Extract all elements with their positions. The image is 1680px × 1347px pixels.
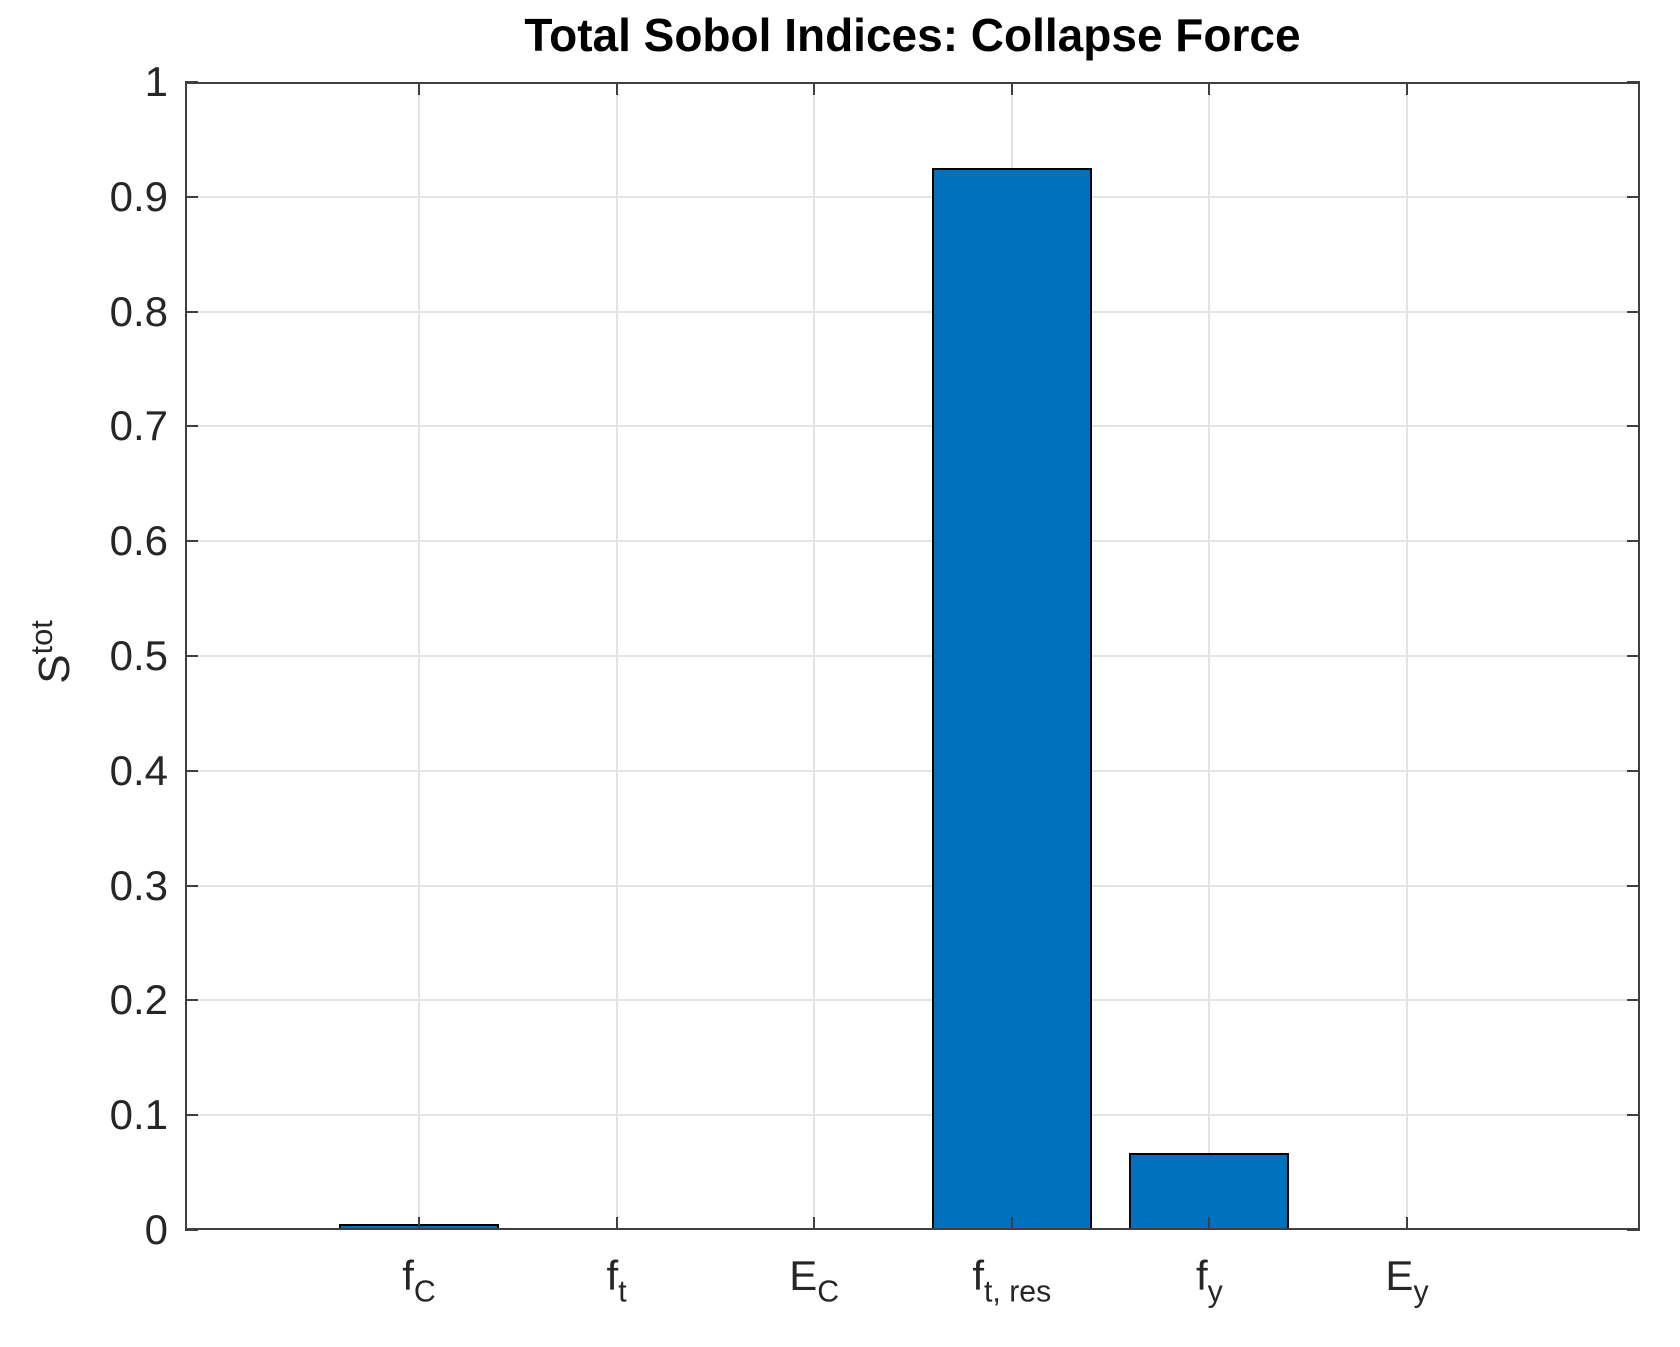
x-tick-label: ft (457, 1252, 777, 1309)
axis-frame-right (1638, 82, 1640, 1230)
x-tick-top (1406, 82, 1408, 95)
y-tick-left (185, 540, 198, 543)
gridline-horizontal (185, 1114, 1640, 1117)
x-tick-top (1010, 82, 1013, 95)
x-tick-bottom (1406, 1217, 1408, 1230)
gridline-horizontal (185, 425, 1640, 428)
y-tick-left (185, 425, 198, 428)
x-tick-label: EC (654, 1252, 974, 1309)
gridline-horizontal (185, 310, 1640, 313)
y-tick-left (185, 310, 198, 313)
x-tick-bottom (615, 1217, 618, 1230)
y-tick-right (1627, 1114, 1640, 1117)
x-tick-label-base: E (789, 1252, 818, 1299)
y-tick-label: 0.3 (109, 861, 168, 909)
chart-title: Total Sobol Indices: Collapse Force (524, 9, 1301, 61)
axis-frame-bottom (185, 1228, 1640, 1230)
axis-frame-left (185, 82, 187, 1230)
y-tick-right (1627, 310, 1640, 313)
x-tick-label-base: f (972, 1252, 985, 1299)
gridline-vertical (813, 82, 816, 1230)
bar (931, 168, 1092, 1230)
x-tick-bottom (418, 1217, 420, 1230)
x-tick-label-subscript: y (1207, 1275, 1223, 1309)
x-tick-top (1208, 82, 1211, 95)
y-tick-right (1627, 655, 1640, 657)
x-tick-label-base: E (1385, 1252, 1414, 1299)
y-tick-left (185, 1229, 198, 1231)
x-tick-bottom (1010, 1217, 1013, 1230)
y-tick-label: 0.4 (109, 746, 168, 794)
y-tick-label: 1 (144, 58, 168, 105)
x-tick-label: fC (259, 1252, 579, 1309)
x-tick-bottom (1208, 1217, 1211, 1230)
gridline-horizontal (185, 655, 1640, 657)
y-tick-right (1627, 195, 1640, 198)
y-tick-left (185, 655, 198, 657)
x-tick-top (615, 82, 618, 95)
y-tick-left (185, 999, 198, 1002)
gridline-vertical (1208, 82, 1211, 1230)
y-tick-right (1627, 1229, 1640, 1231)
y-tick-label: 0.7 (109, 402, 168, 450)
x-tick-label-subscript: C (413, 1275, 436, 1309)
plot-area (185, 81, 1640, 1231)
gridline-horizontal (185, 884, 1640, 887)
y-tick-left (185, 769, 198, 772)
x-tick-label-subscript: C (817, 1275, 840, 1309)
gridline-horizontal (185, 769, 1640, 772)
x-tick-label: fy (1049, 1252, 1369, 1309)
gridline-horizontal (185, 999, 1640, 1002)
y-tick-label: 0.9 (109, 172, 168, 220)
x-tick-label: Ey (1247, 1252, 1567, 1309)
y-tick-label: 0.1 (109, 1091, 168, 1139)
y-tick-right (1627, 425, 1640, 428)
x-tick-top (418, 82, 420, 95)
x-tick-label-subscript: y (1413, 1275, 1429, 1309)
x-tick-label: ft, res (852, 1252, 1172, 1309)
y-tick-left (185, 884, 198, 887)
y-tick-right (1627, 540, 1640, 543)
y-tick-label: 0.2 (109, 976, 168, 1024)
y-tick-label: 0.6 (109, 517, 168, 565)
y-tick-right (1627, 884, 1640, 887)
gridline-horizontal (185, 195, 1640, 198)
y-tick-right (1627, 769, 1640, 772)
gridline-vertical (1406, 82, 1408, 1230)
x-tick-label-subscript: t (618, 1275, 627, 1309)
y-tick-left (185, 195, 198, 198)
y-tick-right (1627, 999, 1640, 1002)
y-tick-left (185, 1114, 198, 1117)
gridline-horizontal (185, 540, 1640, 543)
x-tick-label-base: f (606, 1252, 619, 1299)
axis-frame-top (185, 82, 1640, 84)
y-tick-label: 0 (144, 1206, 168, 1253)
x-tick-top (813, 82, 816, 95)
x-tick-label-subscript: t, res (984, 1275, 1052, 1309)
x-tick-bottom (813, 1217, 816, 1230)
x-tick-label-base: f (402, 1252, 414, 1299)
y-tick-label: 0.5 (109, 632, 168, 679)
gridline-vertical (418, 82, 420, 1230)
y-tick-label: 0.8 (109, 287, 168, 335)
gridline-vertical (615, 82, 618, 1230)
x-tick-label-base: f (1195, 1252, 1208, 1299)
